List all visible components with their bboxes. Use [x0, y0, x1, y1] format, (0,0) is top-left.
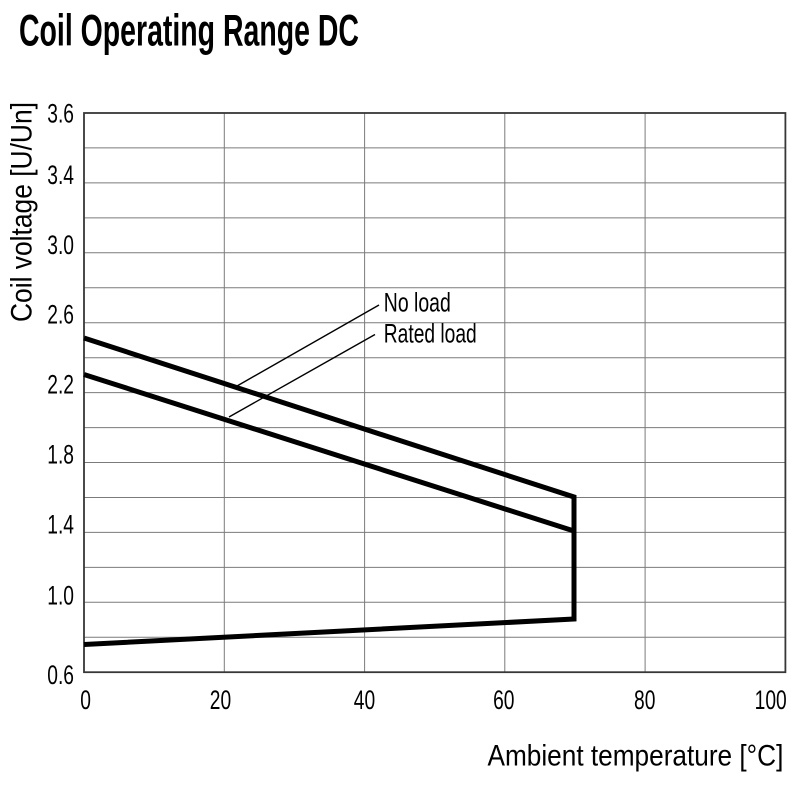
svg-text:2.2: 2.2 — [47, 369, 74, 399]
svg-text:Coil Operating Range DC: Coil Operating Range DC — [19, 5, 359, 55]
svg-text:Ambient temperature [°C]: Ambient temperature [°C] — [488, 739, 784, 772]
svg-text:100: 100 — [755, 685, 787, 715]
svg-text:3.0: 3.0 — [47, 230, 74, 260]
svg-text:40: 40 — [354, 685, 375, 715]
svg-text:3.4: 3.4 — [47, 160, 74, 190]
svg-text:20: 20 — [210, 685, 231, 715]
svg-text:3.6: 3.6 — [47, 98, 74, 128]
svg-text:2.6: 2.6 — [47, 300, 74, 330]
svg-text:Rated load: Rated load — [384, 318, 477, 348]
svg-text:80: 80 — [634, 685, 655, 715]
svg-text:60: 60 — [493, 685, 514, 715]
svg-text:0: 0 — [80, 685, 91, 715]
svg-text:1.4: 1.4 — [47, 509, 74, 539]
svg-text:0.6: 0.6 — [47, 660, 74, 690]
svg-text:1.0: 1.0 — [47, 580, 74, 610]
svg-text:1.8: 1.8 — [47, 439, 74, 469]
svg-text:No load: No load — [384, 288, 451, 318]
svg-text:Coil voltage [U/Un]: Coil voltage [U/Un] — [4, 102, 38, 322]
